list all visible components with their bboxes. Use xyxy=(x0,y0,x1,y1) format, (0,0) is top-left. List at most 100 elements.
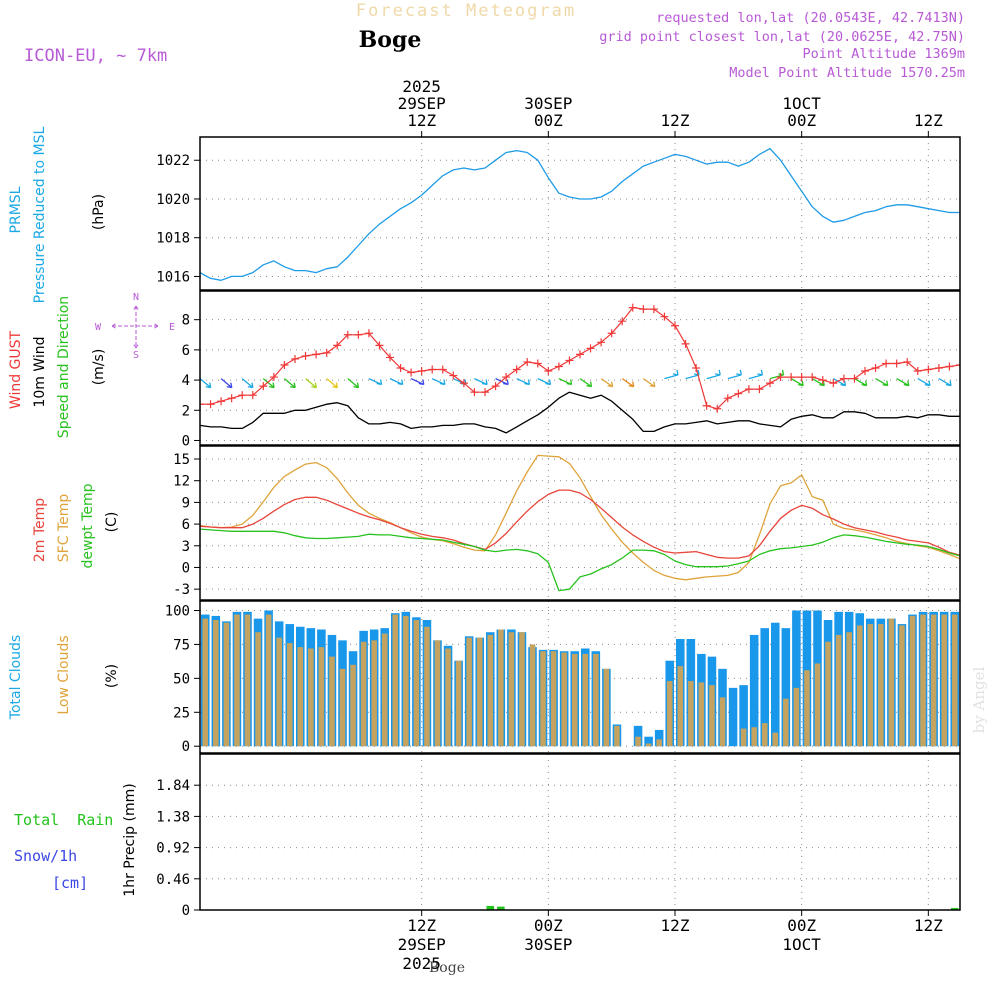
top-time-label: 00Z xyxy=(534,111,563,130)
temp-unit: (C) xyxy=(104,512,120,533)
wind-gust-marker xyxy=(343,330,352,339)
clouds-tick-label: 100 xyxy=(165,604,190,620)
total-clouds-bar xyxy=(728,687,738,747)
low-clouds-bar xyxy=(508,632,515,747)
wind-gust-marker xyxy=(502,373,511,382)
wind-direction-arrow xyxy=(854,378,868,387)
wind-gust-marker xyxy=(924,365,933,374)
low-clouds-bar xyxy=(213,620,219,747)
wind-gust-marker xyxy=(200,400,204,409)
wind-panel-frame xyxy=(199,290,961,446)
wind-direction-arrow xyxy=(474,378,488,386)
wind-gust-marker xyxy=(364,329,373,338)
wind-tick-label: 0 xyxy=(182,433,190,449)
temp-2m-label: 2m Temp xyxy=(32,498,48,562)
wind-direction-arrow xyxy=(200,378,212,389)
wind-gust-marker xyxy=(248,391,257,400)
total-clouds-bar xyxy=(792,610,801,747)
temp-tick-label: 9 xyxy=(182,495,190,511)
low-clouds-bar xyxy=(487,634,494,747)
clouds-tick-label: 75 xyxy=(173,637,190,653)
low-clouds-bar xyxy=(318,647,325,747)
wind-gust-marker xyxy=(988,356,996,364)
low-clouds-bar xyxy=(963,615,969,747)
low-clouds-bar xyxy=(666,681,673,747)
wind-gust-marker xyxy=(449,371,458,380)
wind-gust-marker xyxy=(417,367,426,376)
low-clouds-bar xyxy=(994,615,1000,747)
low-clouds-bar xyxy=(223,622,230,747)
low-clouds-bar xyxy=(688,681,694,747)
low-clouds-bar xyxy=(709,685,715,747)
low-clouds-bar xyxy=(614,725,620,747)
low-clouds-bar xyxy=(930,614,937,747)
low-clouds-bar xyxy=(413,620,420,747)
watermark: by Angel xyxy=(970,666,988,733)
low-clouds-bar xyxy=(550,651,557,747)
low-clouds-bar xyxy=(519,632,525,747)
wind-gust-marker xyxy=(818,376,827,385)
total-clouds-bar xyxy=(749,634,759,747)
total-clouds-bar xyxy=(644,736,653,747)
wind-gust-marker xyxy=(734,389,743,398)
low-clouds-bar xyxy=(846,632,852,747)
low-clouds-bar xyxy=(899,625,905,747)
wind-gust-marker xyxy=(554,362,563,371)
wind-direction-arrow xyxy=(642,378,656,388)
wind-gust-marker xyxy=(386,353,394,362)
sfc-temp-line xyxy=(200,454,960,581)
low-clouds-bar xyxy=(476,637,483,747)
clouds-panel-frame xyxy=(199,600,961,754)
wind-gust-marker xyxy=(850,374,859,383)
low-clouds-bar xyxy=(234,614,240,747)
low-clouds-bar xyxy=(656,739,662,747)
low-clouds-bar xyxy=(276,637,282,747)
temp-2m-line xyxy=(200,489,960,559)
wind-gust-marker xyxy=(481,388,489,397)
wind-gust-marker xyxy=(797,373,806,382)
wind-gust-marker xyxy=(301,351,310,360)
low-clouds-bar xyxy=(814,663,821,747)
wind-gust-marker xyxy=(280,360,289,369)
low-clouds-bar xyxy=(783,698,789,747)
low-clouds-bar xyxy=(825,641,831,747)
wind-direction-arrow xyxy=(706,369,721,380)
low-clouds-bar xyxy=(909,615,916,747)
wind-gust-marker xyxy=(607,329,616,338)
wind-direction-arrow xyxy=(537,378,552,386)
precip-panel-frame xyxy=(199,753,961,911)
wind-direction-arrow xyxy=(262,378,275,389)
dewpt-temp-line xyxy=(200,528,960,592)
wind-gust-marker xyxy=(766,379,774,388)
low-clouds-bar xyxy=(603,668,610,747)
wind-tick-label: 8 xyxy=(182,313,190,329)
wind-direction-arrow xyxy=(832,378,847,387)
wind-gust-marker xyxy=(533,359,542,368)
low-clouds-bar xyxy=(403,615,409,747)
wind-direction-arrow xyxy=(431,378,446,386)
wind-gust-marker xyxy=(977,358,985,366)
total-clouds-bar xyxy=(739,685,748,747)
temp-tick-label: 15 xyxy=(173,452,190,468)
wind-gust-marker xyxy=(227,394,236,403)
bottom-time-label: 1OCT xyxy=(782,935,821,954)
rain-bar xyxy=(983,846,991,910)
clouds-unit: (%) xyxy=(104,664,120,688)
low-clouds-bar xyxy=(329,656,335,747)
precip-rain-label: Total Rain xyxy=(14,811,113,829)
wind-direction-arrow xyxy=(495,378,509,386)
wind-gust-marker xyxy=(871,364,880,372)
wind-dir-label: Speed and Direction xyxy=(56,296,72,438)
requested-coords: requested lon,lat (20.0543E, 42.7413N) xyxy=(656,10,965,26)
compass-south: S xyxy=(133,350,139,361)
wind-gust-marker xyxy=(238,391,247,400)
top-time-label: 12Z xyxy=(914,111,943,130)
wind-gust-marker xyxy=(333,341,342,350)
wind-gust-marker xyxy=(945,362,954,371)
pressure-tick-label: 1020 xyxy=(156,192,190,208)
precip-cm-label: [cm] xyxy=(52,874,88,892)
wind-gust-label: Wind GUST xyxy=(8,330,24,409)
wind-gust-marker xyxy=(956,360,960,369)
prmsl-line xyxy=(200,147,960,281)
wind-gust-line xyxy=(200,307,960,410)
